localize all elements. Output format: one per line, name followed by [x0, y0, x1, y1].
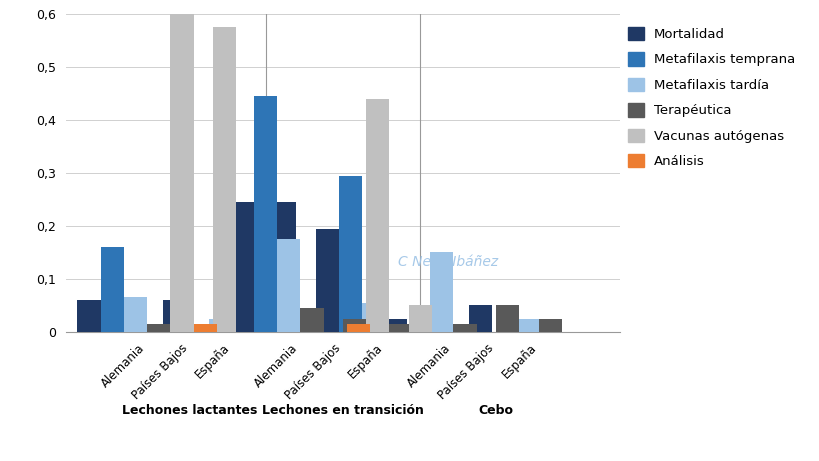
Bar	[170, 14, 193, 332]
Bar	[515, 319, 538, 332]
Bar	[385, 324, 409, 332]
Bar	[342, 319, 366, 332]
Bar	[468, 305, 491, 332]
Bar	[409, 305, 432, 332]
Legend: Mortalidad, Metafilaxis temprana, Metafilaxis tardía, Terapéutica, Vacunas autóg: Mortalidad, Metafilaxis temprana, Metafi…	[627, 27, 794, 168]
Bar	[362, 303, 385, 332]
Bar	[300, 308, 324, 332]
Bar	[253, 96, 277, 332]
Bar	[120, 311, 143, 332]
Bar	[366, 99, 389, 332]
Bar	[453, 324, 476, 332]
Bar	[101, 247, 124, 332]
Bar	[124, 297, 147, 332]
Bar	[77, 300, 101, 332]
Bar	[213, 27, 236, 332]
Bar	[162, 300, 186, 332]
Bar	[338, 176, 362, 332]
Text: Lechones lactantes: Lechones lactantes	[122, 404, 257, 417]
Bar	[495, 305, 518, 332]
Bar	[277, 239, 300, 332]
Bar	[193, 324, 216, 332]
Text: Cebo: Cebo	[478, 404, 513, 417]
Bar	[315, 229, 338, 332]
Bar	[346, 324, 369, 332]
Bar	[230, 202, 253, 332]
Text: Lechones en transición: Lechones en transición	[262, 404, 423, 417]
Bar	[273, 202, 296, 332]
Bar	[383, 319, 406, 332]
Bar	[147, 324, 170, 332]
Bar	[538, 319, 561, 332]
Bar	[430, 253, 453, 332]
Bar	[209, 319, 232, 332]
Text: C Neila-Ibáñez: C Neila-Ibáñez	[398, 255, 498, 269]
